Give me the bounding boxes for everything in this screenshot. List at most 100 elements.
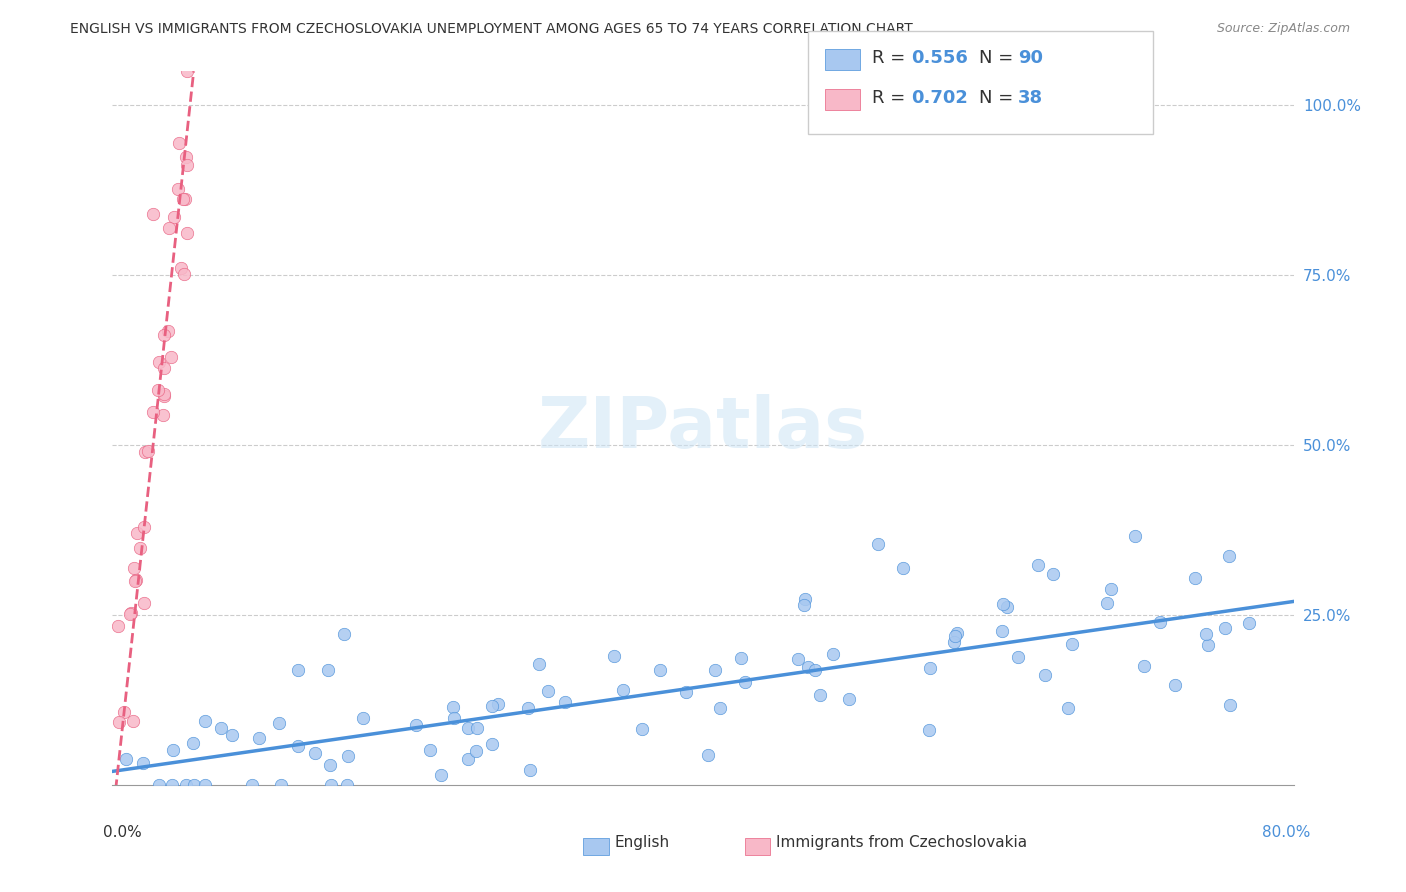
Point (891, 561, 914, 575)
Point (1123, 528, 1146, 542)
Point (917, 723, 939, 738)
Point (793, 598, 815, 612)
Point (152, 408, 174, 422)
Point (650, 663, 672, 677)
Point (157, 220, 180, 235)
Point (1219, 698, 1241, 713)
Point (488, 697, 510, 711)
Text: Source: ZipAtlas.com: Source: ZipAtlas.com (1216, 22, 1350, 36)
Point (127, 525, 149, 540)
Point (153, 387, 176, 401)
Point (995, 599, 1018, 614)
Point (173, 267, 195, 281)
Point (174, 192, 197, 206)
Point (160, 350, 183, 364)
Point (838, 692, 860, 706)
Point (612, 682, 634, 697)
Point (287, 663, 309, 677)
Point (174, 150, 197, 164)
Point (124, 574, 146, 589)
Point (942, 634, 965, 648)
Point (793, 591, 815, 606)
Point (112, 705, 135, 719)
Text: 38: 38 (1018, 89, 1043, 107)
Point (464, 744, 486, 758)
Point (1184, 571, 1206, 585)
Point (183, 778, 205, 792)
Point (419, 742, 441, 756)
Point (163, 211, 186, 225)
Point (115, 751, 138, 765)
Point (270, 778, 292, 792)
Point (946, 625, 969, 640)
Point (153, 327, 176, 342)
Point (160, 778, 183, 792)
Point (1197, 638, 1219, 652)
Point (153, 389, 176, 403)
Text: R =: R = (872, 49, 911, 67)
Point (318, 757, 340, 772)
Point (730, 651, 752, 665)
Point (1097, 596, 1119, 610)
Point (457, 752, 479, 766)
Point (316, 663, 339, 677)
Text: ENGLISH VS IMMIGRANTS FROM CZECHOSLOVAKIA UNEMPLOYMENT AMONG AGES 65 TO 74 YEARS: ENGLISH VS IMMIGRANTS FROM CZECHOSLOVAKI… (70, 22, 912, 37)
Point (122, 561, 145, 575)
Text: Immigrants from Czechoslovakia: Immigrants from Czechoslovakia (776, 836, 1028, 850)
Point (269, 715, 291, 730)
Point (1218, 549, 1240, 564)
Point (804, 663, 827, 677)
Text: 80.0%: 80.0% (1263, 825, 1310, 840)
Point (157, 324, 180, 338)
Point (172, 192, 194, 206)
Text: 90: 90 (1018, 49, 1043, 67)
Point (517, 701, 540, 715)
Point (808, 688, 831, 702)
Point (148, 778, 170, 792)
Point (821, 647, 844, 661)
Point (352, 711, 374, 725)
Point (142, 405, 165, 419)
Point (221, 728, 243, 742)
Point (1213, 621, 1236, 635)
Point (443, 710, 465, 724)
Point (152, 360, 174, 375)
Point (1033, 668, 1056, 682)
Point (703, 664, 725, 678)
Text: ZIPatlas: ZIPatlas (538, 393, 868, 463)
Point (136, 444, 159, 458)
Point (991, 624, 1014, 638)
Point (630, 722, 652, 736)
Point (1057, 700, 1080, 714)
Point (796, 660, 818, 674)
Point (457, 721, 479, 735)
Point (709, 701, 731, 715)
Point (943, 629, 966, 643)
Point (181, 736, 204, 750)
Point (304, 747, 326, 761)
Point (1007, 649, 1029, 664)
Point (107, 619, 129, 633)
Point (481, 737, 503, 751)
Point (321, 778, 343, 792)
Point (134, 445, 156, 459)
Point (1026, 558, 1049, 572)
Text: N =: N = (979, 49, 1018, 67)
Point (866, 537, 889, 551)
Point (132, 596, 155, 610)
Point (1163, 678, 1185, 692)
Point (194, 714, 217, 728)
Point (194, 778, 217, 792)
Point (167, 182, 190, 196)
Point (465, 721, 488, 735)
Point (1194, 627, 1216, 641)
Point (519, 763, 541, 777)
Point (336, 778, 359, 792)
Point (1132, 659, 1154, 673)
Text: 0.556: 0.556 (911, 49, 967, 67)
Point (132, 519, 155, 533)
Point (441, 699, 464, 714)
Point (141, 207, 163, 221)
Point (287, 739, 309, 754)
Point (170, 261, 193, 276)
